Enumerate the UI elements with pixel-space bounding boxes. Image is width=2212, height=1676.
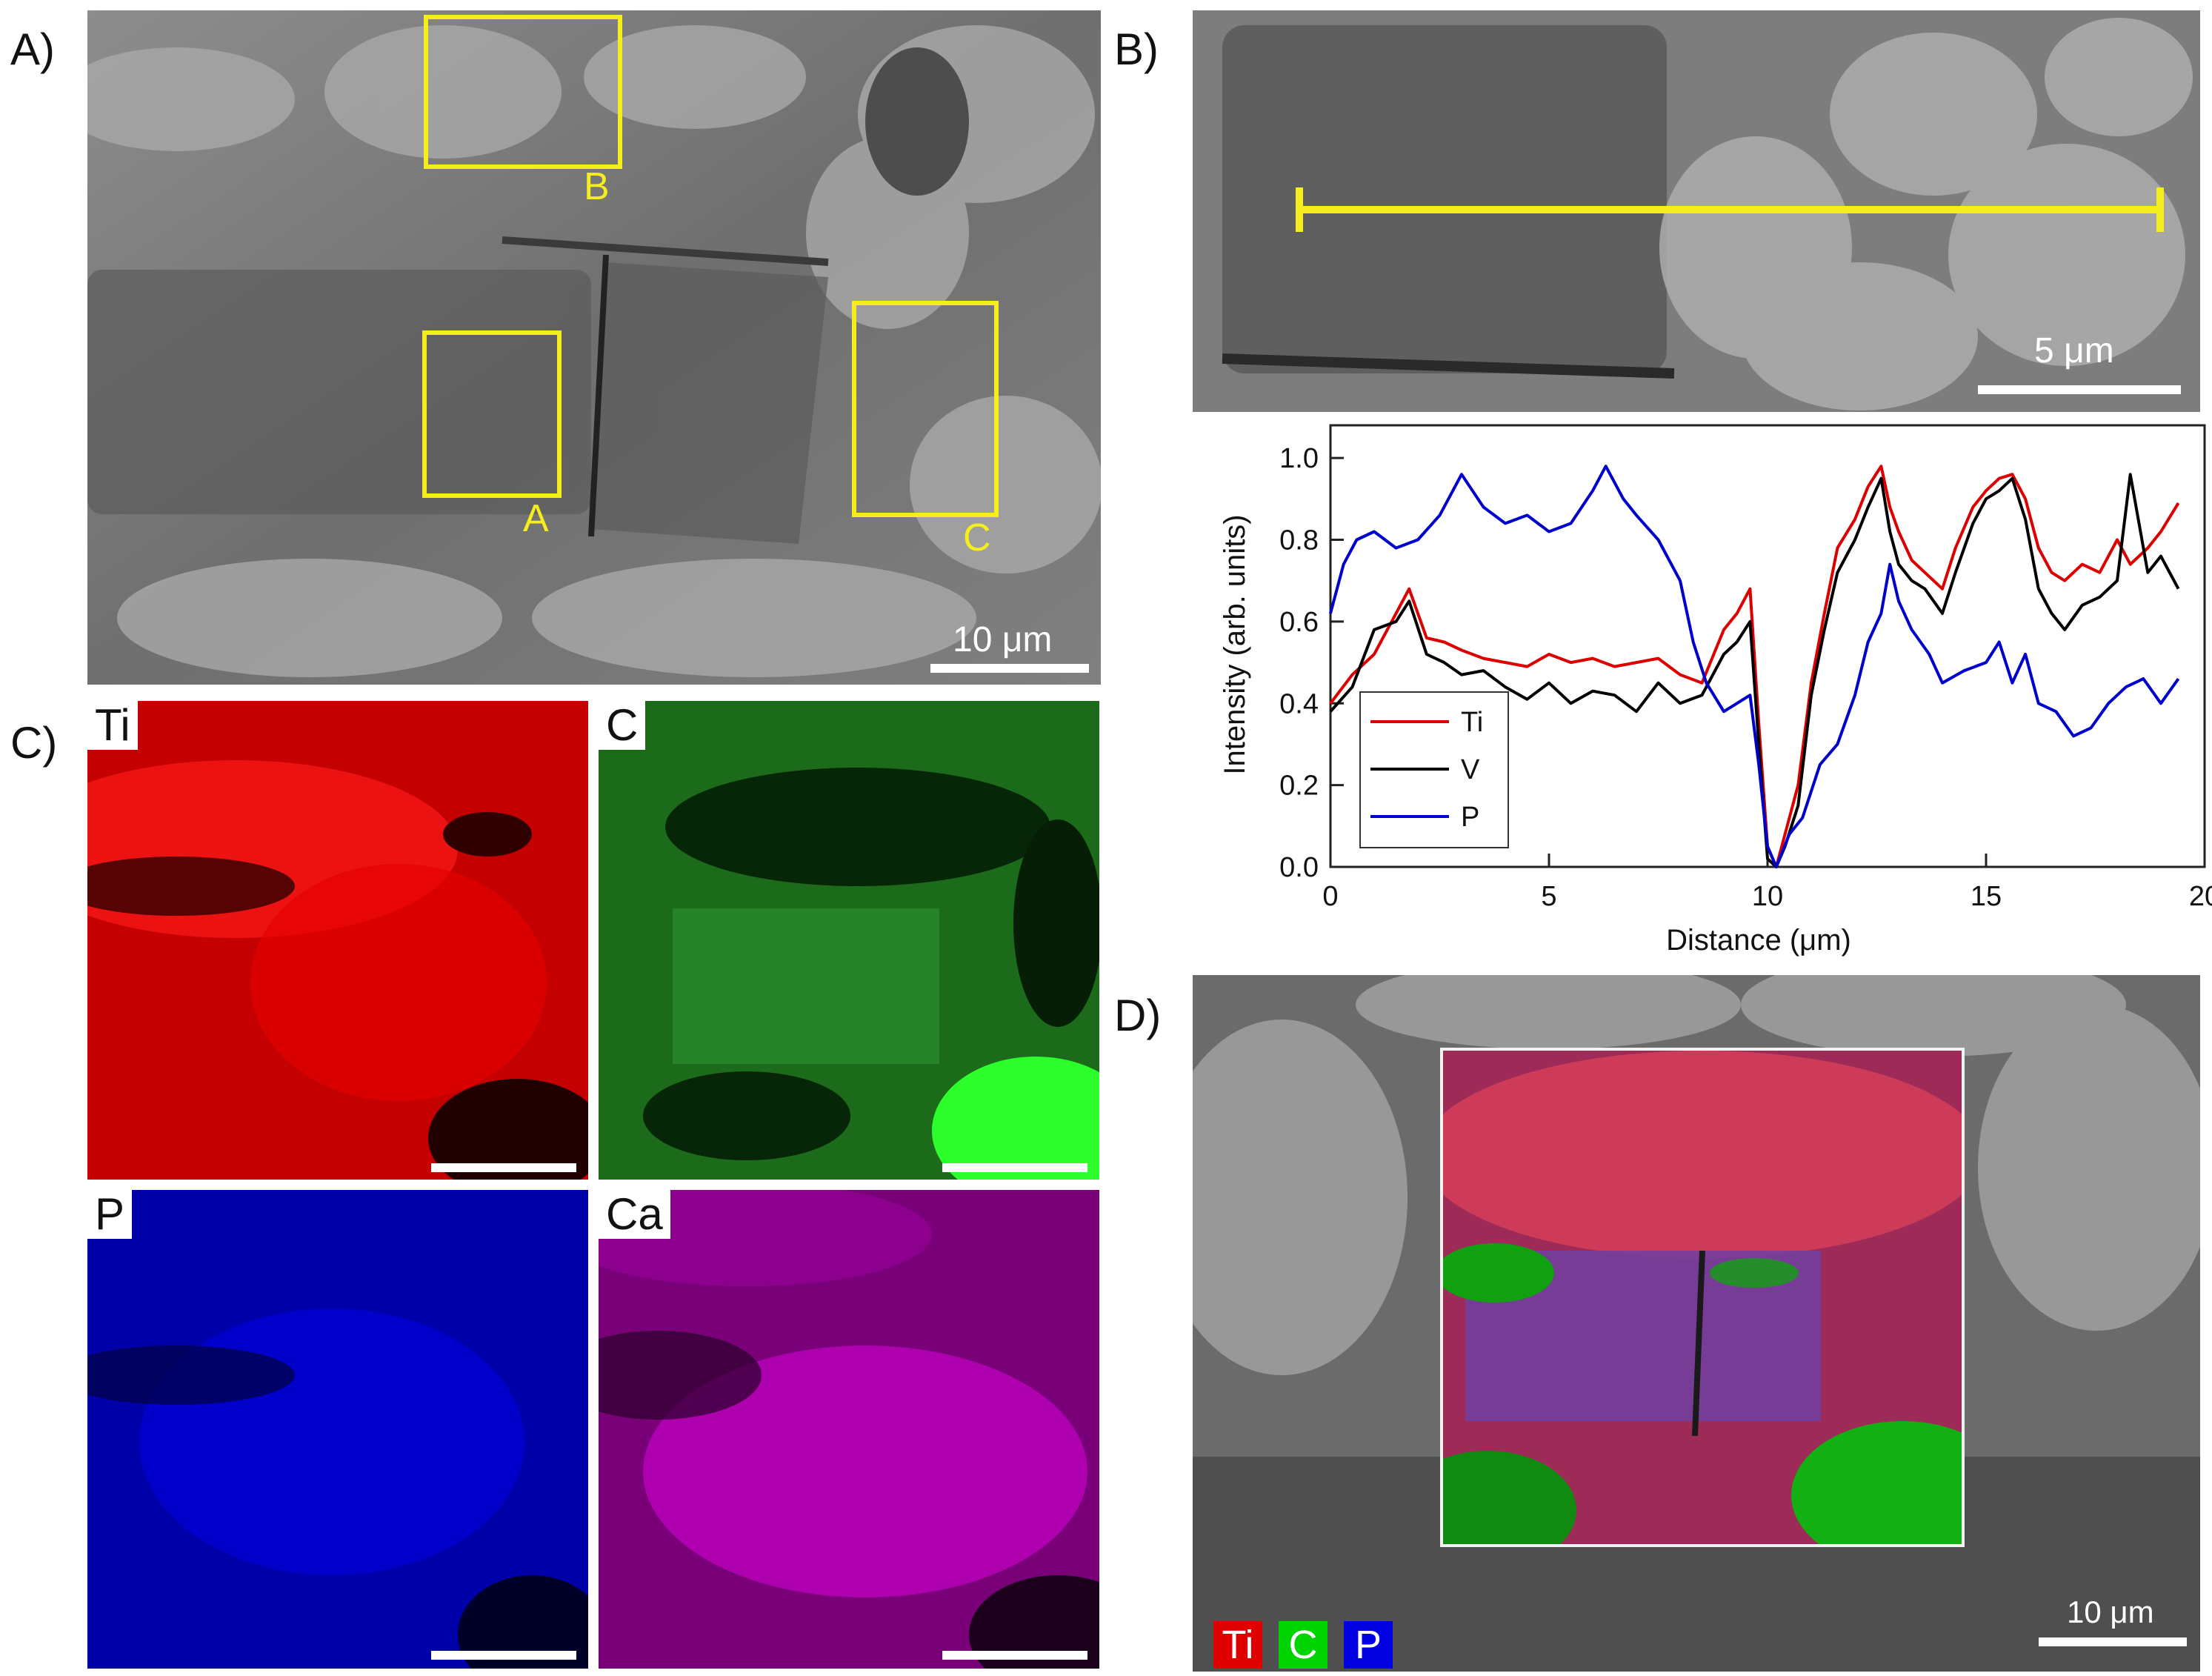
region-box-a (422, 330, 562, 498)
y-tick-label: 0.6 (1279, 607, 1319, 638)
map-ti-label: Ti (87, 701, 138, 750)
line-scan-marker (1296, 187, 2164, 232)
panel-a-scale-label: 10 μm (953, 620, 1053, 659)
panel-c-label: C) (10, 718, 58, 768)
y-tick-label: 0.0 (1279, 852, 1319, 883)
panel-d-scale-label: 10 μm (2067, 1594, 2154, 1629)
y-tick-label: 0.2 (1279, 771, 1319, 802)
x-axis-label: Distance (μm) (1666, 924, 1851, 957)
legend-chip-p: P (1344, 1621, 1393, 1669)
legend-label-p: P (1461, 802, 1479, 833)
map-ca-scale-bar (942, 1651, 1087, 1660)
y-tick-label: 0.4 (1279, 688, 1319, 719)
chart-legend: Ti VP (1359, 691, 1509, 848)
panel-b-scale-label: 5 μm (2034, 331, 2114, 370)
y-axis-label: Intensity (arb. units) (1219, 514, 1251, 774)
legend-chip-ti: Ti (1213, 1621, 1262, 1669)
series-line-p (1329, 465, 2180, 868)
region-letter-b: B (584, 165, 610, 208)
legend-label-v: V (1461, 754, 1480, 785)
intensity-profile-chart: 0 5 10 15 20 0.0 0.2 0.4 0.6 0.8 1.0 Intensity (ar… (1219, 424, 2212, 957)
map-ca (599, 1190, 1099, 1669)
map-ti-scale-bar (431, 1163, 576, 1172)
map-c-label: C (599, 701, 646, 750)
series-line-v (1329, 473, 2180, 868)
legend-label-ti: Ti (1461, 707, 1483, 738)
region-letter-c: C (963, 516, 991, 559)
panel-d-scale-bar (2039, 1637, 2187, 1646)
y-tick-label: 0.8 (1279, 525, 1319, 556)
panel-a-sem-image (87, 10, 1101, 685)
region-box-b (424, 15, 622, 169)
map-c-scale-bar (942, 1163, 1087, 1172)
map-ca-label: Ca (599, 1190, 670, 1239)
legend-chip-c: C (1279, 1621, 1327, 1669)
x-tick-label: 15 (1971, 881, 2002, 912)
x-tick-label: 10 (1752, 881, 1783, 912)
x-tick-label: 5 (1541, 881, 1556, 912)
series-line-ti (1329, 465, 2180, 868)
region-box-c (852, 301, 999, 517)
map-ti (87, 701, 588, 1180)
x-tick-label: 0 (1322, 881, 1338, 912)
panel-a-label: A) (10, 24, 55, 74)
map-c (599, 701, 1099, 1180)
eds-overlay-inset (1440, 1048, 1965, 1547)
x-tick-label: 20 (2189, 881, 2212, 912)
panel-a-scale-bar (930, 664, 1089, 673)
y-tick-label: 1.0 (1279, 443, 1319, 474)
map-p (87, 1190, 588, 1669)
map-p-label: P (87, 1190, 133, 1239)
panel-d-label: D) (1114, 991, 1162, 1040)
panel-b-scale-bar (1978, 385, 2181, 394)
region-letter-a: A (523, 497, 549, 540)
panel-b-label: B) (1114, 24, 1159, 74)
map-p-scale-bar (431, 1651, 576, 1660)
